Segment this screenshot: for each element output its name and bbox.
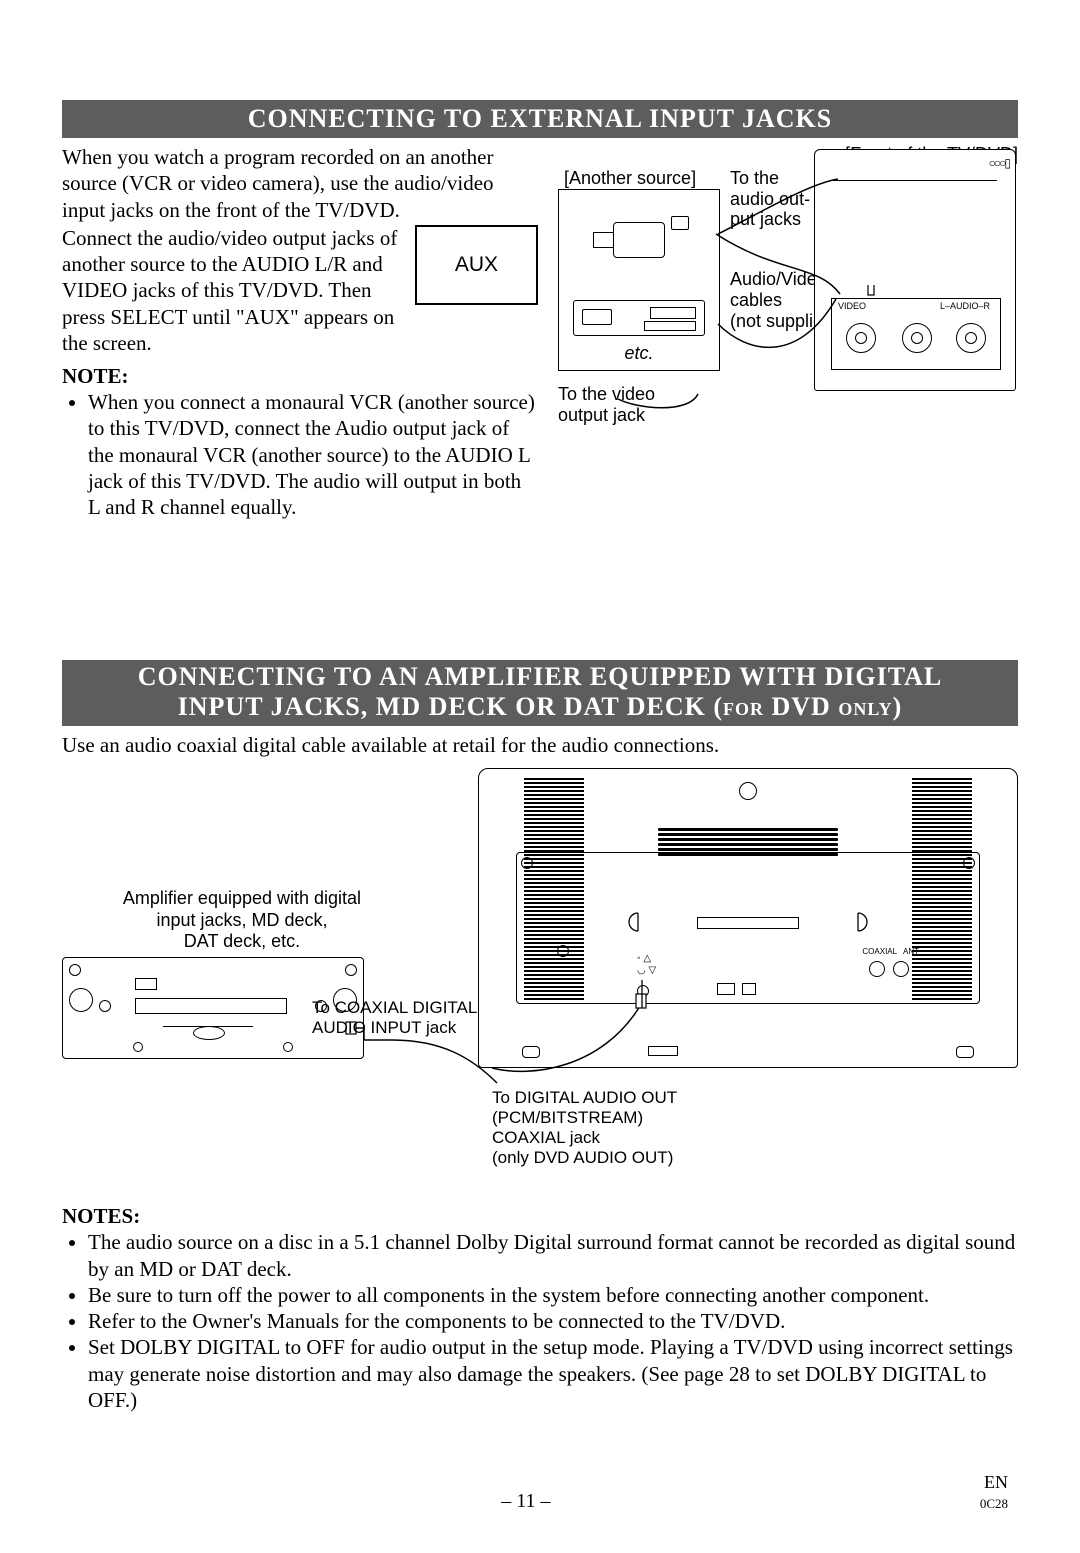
section2-note-3: Refer to the Owner's Manuals for the com… bbox=[88, 1308, 1018, 1334]
port-2 bbox=[893, 961, 909, 977]
audio-l-jack bbox=[902, 323, 932, 353]
label-to-digital-out: To DIGITAL AUDIO OUT (PCM/BITSTREAM) COA… bbox=[492, 1088, 677, 1168]
amp-label-l1: Amplifier equipped with digital bbox=[123, 888, 361, 908]
section2-notes-label: NOTES: bbox=[62, 1204, 1018, 1229]
page-number: – 11 – bbox=[501, 1490, 550, 1513]
section1-note-list: When you connect a monaural VCR (another… bbox=[62, 389, 538, 520]
section2-notes-list: The audio source on a disc in a 5.1 chan… bbox=[62, 1229, 1018, 1413]
diagram-external-jacks: [Front of the TV/DVD] etc. [Another bbox=[558, 144, 1018, 474]
back-inner-panel: ◦ △ ◡ ▽ COAXIAL ANT bbox=[516, 852, 980, 1004]
digout-l3: COAXIAL jack bbox=[492, 1128, 600, 1147]
section1-para2: Connect the audio/video output jacks of … bbox=[62, 225, 407, 356]
coax-cable-right bbox=[492, 998, 692, 1088]
card-slot bbox=[697, 917, 799, 929]
footer-code: 0C28 bbox=[980, 1496, 1008, 1511]
section1-header: CONNECTING TO EXTERNAL INPUT JACKS bbox=[62, 100, 1018, 138]
digout-l4: (only DVD AUDIO OUT) bbox=[492, 1148, 673, 1167]
back-top-port bbox=[739, 782, 757, 800]
port-tiny-labels: COAXIAL ANT bbox=[862, 947, 919, 956]
audio-r-jack bbox=[956, 323, 986, 353]
section1-right: [Front of the TV/DVD] etc. [Another bbox=[558, 144, 1018, 520]
section2-intro: Use an audio coaxial digital cable avail… bbox=[62, 732, 1018, 758]
coax-out-port bbox=[869, 961, 885, 977]
amp-knob-left bbox=[69, 988, 93, 1012]
section1-note-label: NOTE: bbox=[62, 364, 538, 389]
footer-right: EN 0C28 bbox=[980, 1473, 1008, 1513]
section1-left: When you watch a program recorded on an … bbox=[62, 144, 538, 520]
page-footer: – 11 – EN 0C28 bbox=[62, 1473, 1018, 1513]
section2-note-1: The audio source on a disc in a 5.1 chan… bbox=[88, 1229, 1018, 1282]
av-cable-lines bbox=[678, 204, 878, 414]
section2-header-line1: CONNECTING TO AN AMPLIFIER EQUIPPED WITH… bbox=[138, 662, 943, 691]
label-to-video-out: To the video output jack bbox=[558, 384, 698, 425]
camcorder-icon bbox=[593, 208, 683, 268]
section2-note-2: Be sure to turn off the power to all com… bbox=[88, 1282, 1018, 1308]
diagram-digital-audio: Amplifier equipped with digital input ja… bbox=[62, 768, 1018, 1108]
amp-label-l2: input jacks, MD deck, bbox=[156, 910, 327, 930]
amplifier-side: Amplifier equipped with digital input ja… bbox=[62, 888, 422, 1059]
manual-page: CONNECTING TO EXTERNAL INPUT JACKS When … bbox=[0, 0, 1080, 1553]
label-another-source: [Another source] bbox=[564, 168, 696, 189]
section2-header: CONNECTING TO AN AMPLIFIER EQUIPPED WITH… bbox=[62, 660, 1018, 726]
handle-left-icon bbox=[627, 911, 649, 933]
footer-lang: EN bbox=[984, 1472, 1008, 1492]
handle-right-icon bbox=[847, 911, 869, 933]
section1-note-bullet: When you connect a monaural VCR (another… bbox=[88, 389, 538, 520]
coax-in-l2: AUDIO INPUT jack bbox=[312, 1018, 456, 1037]
section1-para1: When you watch a program recorded on an … bbox=[62, 144, 538, 223]
section1-body: When you watch a program recorded on an … bbox=[62, 144, 1018, 520]
section2-header-line2: INPUT JACKS, MD DECK OR DAT DECK (for DV… bbox=[178, 692, 903, 721]
amplifier-label: Amplifier equipped with digital input ja… bbox=[62, 888, 422, 953]
section1-para2-row: Connect the audio/video output jacks of … bbox=[62, 225, 538, 358]
digout-l1: To DIGITAL AUDIO OUT bbox=[492, 1088, 677, 1107]
aux-osd-box: AUX bbox=[415, 225, 538, 305]
tv-top-buttons-icon: ○○○▯ bbox=[989, 156, 1009, 170]
jack-label-audio: L–AUDIO–R bbox=[940, 301, 990, 311]
section2: CONNECTING TO AN AMPLIFIER EQUIPPED WITH… bbox=[62, 660, 1018, 1413]
digout-l2: (PCM/BITSTREAM) bbox=[492, 1108, 643, 1127]
tvdvd-back-side: ◦ △ ◡ ▽ COAXIAL ANT bbox=[452, 768, 1018, 1108]
amp-label-l3: DAT deck, etc. bbox=[184, 931, 300, 951]
amp-display bbox=[135, 998, 287, 1014]
section2-note-4: Set DOLBY DIGITAL to OFF for audio outpu… bbox=[88, 1334, 1018, 1413]
